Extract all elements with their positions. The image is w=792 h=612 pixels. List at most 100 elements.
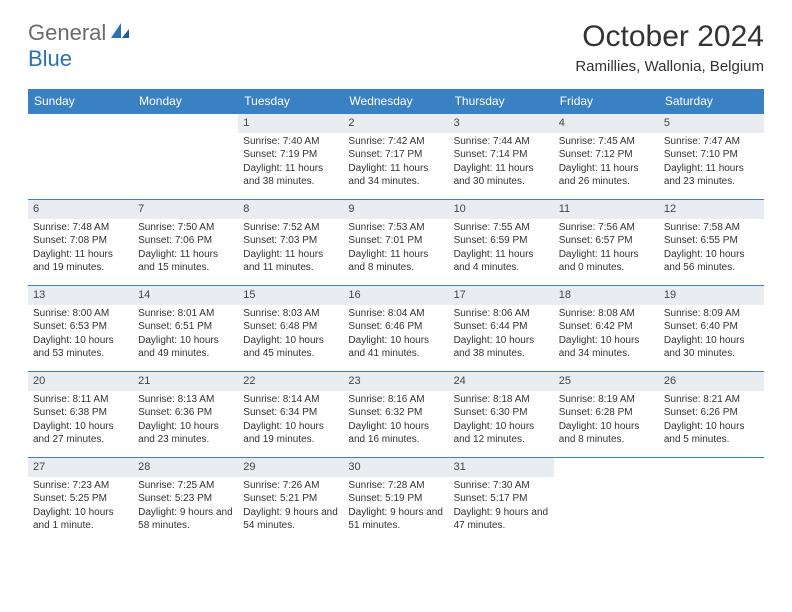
day-data: Sunrise: 7:23 AMSunset: 5:25 PMDaylight:… (28, 477, 133, 537)
day-number: 27 (28, 458, 133, 477)
daylight-text: Daylight: 11 hours and 26 minutes. (559, 162, 654, 189)
sunrise-text: Sunrise: 7:48 AM (33, 221, 128, 235)
sunset-text: Sunset: 6:30 PM (454, 406, 549, 420)
day-data: Sunrise: 8:04 AMSunset: 6:46 PMDaylight:… (343, 305, 448, 365)
sunrise-text: Sunrise: 8:13 AM (138, 393, 233, 407)
sunrise-text: Sunrise: 7:56 AM (559, 221, 654, 235)
calendar-day-cell: 7Sunrise: 7:50 AMSunset: 7:06 PMDaylight… (133, 200, 238, 286)
calendar-day-cell: 28Sunrise: 7:25 AMSunset: 5:23 PMDayligh… (133, 458, 238, 544)
logo: General (28, 20, 133, 46)
day-number: 18 (554, 286, 659, 305)
sunset-text: Sunset: 7:01 PM (348, 234, 443, 248)
weekday-header: Monday (133, 89, 238, 114)
daylight-text: Daylight: 10 hours and 34 minutes. (559, 334, 654, 361)
day-number: 4 (554, 114, 659, 133)
day-number: 31 (449, 458, 554, 477)
day-number: 3 (449, 114, 554, 133)
day-data: Sunrise: 8:21 AMSunset: 6:26 PMDaylight:… (659, 391, 764, 451)
day-data: Sunrise: 7:30 AMSunset: 5:17 PMDaylight:… (449, 477, 554, 537)
day-number: 7 (133, 200, 238, 219)
day-data: Sunrise: 7:58 AMSunset: 6:55 PMDaylight:… (659, 219, 764, 279)
day-number: 19 (659, 286, 764, 305)
daylight-text: Daylight: 11 hours and 11 minutes. (243, 248, 338, 275)
weekday-header: Friday (554, 89, 659, 114)
sunset-text: Sunset: 7:10 PM (664, 148, 759, 162)
calendar-day-cell: 31Sunrise: 7:30 AMSunset: 5:17 PMDayligh… (449, 458, 554, 544)
sunrise-text: Sunrise: 7:28 AM (348, 479, 443, 493)
calendar-day-cell: 18Sunrise: 8:08 AMSunset: 6:42 PMDayligh… (554, 286, 659, 372)
sunset-text: Sunset: 6:48 PM (243, 320, 338, 334)
calendar-day-cell: 19Sunrise: 8:09 AMSunset: 6:40 PMDayligh… (659, 286, 764, 372)
day-data: Sunrise: 7:28 AMSunset: 5:19 PMDaylight:… (343, 477, 448, 537)
sunset-text: Sunset: 6:32 PM (348, 406, 443, 420)
logo-text-general: General (28, 20, 106, 46)
day-data: Sunrise: 7:26 AMSunset: 5:21 PMDaylight:… (238, 477, 343, 537)
location: Ramillies, Wallonia, Belgium (575, 58, 764, 75)
weekday-header: Wednesday (343, 89, 448, 114)
sunrise-text: Sunrise: 8:18 AM (454, 393, 549, 407)
sunrise-text: Sunrise: 8:01 AM (138, 307, 233, 321)
day-data: Sunrise: 8:11 AMSunset: 6:38 PMDaylight:… (28, 391, 133, 451)
calendar-table: SundayMondayTuesdayWednesdayThursdayFrid… (28, 89, 764, 544)
sunrise-text: Sunrise: 7:30 AM (454, 479, 549, 493)
day-data: Sunrise: 7:50 AMSunset: 7:06 PMDaylight:… (133, 219, 238, 279)
day-number: 15 (238, 286, 343, 305)
daylight-text: Daylight: 11 hours and 19 minutes. (33, 248, 128, 275)
calendar-day-cell: 27Sunrise: 7:23 AMSunset: 5:25 PMDayligh… (28, 458, 133, 544)
logo-text-blue: Blue (28, 46, 72, 71)
day-number: 16 (343, 286, 448, 305)
day-number: 24 (449, 372, 554, 391)
calendar-empty-cell (133, 114, 238, 200)
sunset-text: Sunset: 6:55 PM (664, 234, 759, 248)
sunrise-text: Sunrise: 7:25 AM (138, 479, 233, 493)
sunset-text: Sunset: 6:59 PM (454, 234, 549, 248)
calendar-day-cell: 17Sunrise: 8:06 AMSunset: 6:44 PMDayligh… (449, 286, 554, 372)
calendar-day-cell: 4Sunrise: 7:45 AMSunset: 7:12 PMDaylight… (554, 114, 659, 200)
calendar-empty-cell (554, 458, 659, 544)
calendar-empty-cell (659, 458, 764, 544)
header: General October 2024 Ramillies, Wallonia… (28, 20, 764, 77)
sunset-text: Sunset: 6:57 PM (559, 234, 654, 248)
sunrise-text: Sunrise: 7:23 AM (33, 479, 128, 493)
sunrise-text: Sunrise: 7:55 AM (454, 221, 549, 235)
sunset-text: Sunset: 7:19 PM (243, 148, 338, 162)
day-number: 9 (343, 200, 448, 219)
sunset-text: Sunset: 6:42 PM (559, 320, 654, 334)
calendar-day-cell: 30Sunrise: 7:28 AMSunset: 5:19 PMDayligh… (343, 458, 448, 544)
day-data: Sunrise: 8:01 AMSunset: 6:51 PMDaylight:… (133, 305, 238, 365)
day-number: 1 (238, 114, 343, 133)
title-block: October 2024 Ramillies, Wallonia, Belgiu… (575, 20, 764, 77)
sunset-text: Sunset: 6:44 PM (454, 320, 549, 334)
day-number: 23 (343, 372, 448, 391)
calendar-day-cell: 5Sunrise: 7:47 AMSunset: 7:10 PMDaylight… (659, 114, 764, 200)
sunrise-text: Sunrise: 8:21 AM (664, 393, 759, 407)
month-title: October 2024 (575, 20, 764, 54)
calendar-day-cell: 9 Sunrise: 7:53 AMSunset: 7:01 PMDaylight… (343, 200, 448, 286)
sunrise-text: Sunrise: 7:45 AM (559, 135, 654, 149)
sunrise-text: Sunrise: 8:06 AM (454, 307, 549, 321)
calendar-day-cell: 25Sunrise: 8:19 AMSunset: 6:28 PMDayligh… (554, 372, 659, 458)
daylight-text: Daylight: 10 hours and 49 minutes. (138, 334, 233, 361)
calendar-day-cell: 20Sunrise: 8:11 AMSunset: 6:38 PMDayligh… (28, 372, 133, 458)
day-data: Sunrise: 8:08 AMSunset: 6:42 PMDaylight:… (554, 305, 659, 365)
day-data: Sunrise: 7:42 AMSunset: 7:17 PMDaylight:… (343, 133, 448, 193)
calendar-empty-cell (28, 114, 133, 200)
calendar-day-cell: 2Sunrise: 7:42 AMSunset: 7:17 PMDaylight… (343, 114, 448, 200)
daylight-text: Daylight: 10 hours and 8 minutes. (559, 420, 654, 447)
daylight-text: Daylight: 10 hours and 41 minutes. (348, 334, 443, 361)
daylight-text: Daylight: 11 hours and 8 minutes. (348, 248, 443, 275)
daylight-text: Daylight: 9 hours and 54 minutes. (243, 506, 338, 533)
sunrise-text: Sunrise: 8:16 AM (348, 393, 443, 407)
sunset-text: Sunset: 7:08 PM (33, 234, 128, 248)
calendar-day-cell: 23Sunrise: 8:16 AMSunset: 6:32 PMDayligh… (343, 372, 448, 458)
calendar-day-cell: 16Sunrise: 8:04 AMSunset: 6:46 PMDayligh… (343, 286, 448, 372)
sunset-text: Sunset: 6:36 PM (138, 406, 233, 420)
sunrise-text: Sunrise: 8:14 AM (243, 393, 338, 407)
day-data: Sunrise: 7:45 AMSunset: 7:12 PMDaylight:… (554, 133, 659, 193)
day-number: 28 (133, 458, 238, 477)
daylight-text: Daylight: 10 hours and 30 minutes. (664, 334, 759, 361)
sunset-text: Sunset: 6:38 PM (33, 406, 128, 420)
daylight-text: Daylight: 9 hours and 51 minutes. (348, 506, 443, 533)
sunset-text: Sunset: 5:23 PM (138, 492, 233, 506)
sunrise-text: Sunrise: 7:53 AM (348, 221, 443, 235)
